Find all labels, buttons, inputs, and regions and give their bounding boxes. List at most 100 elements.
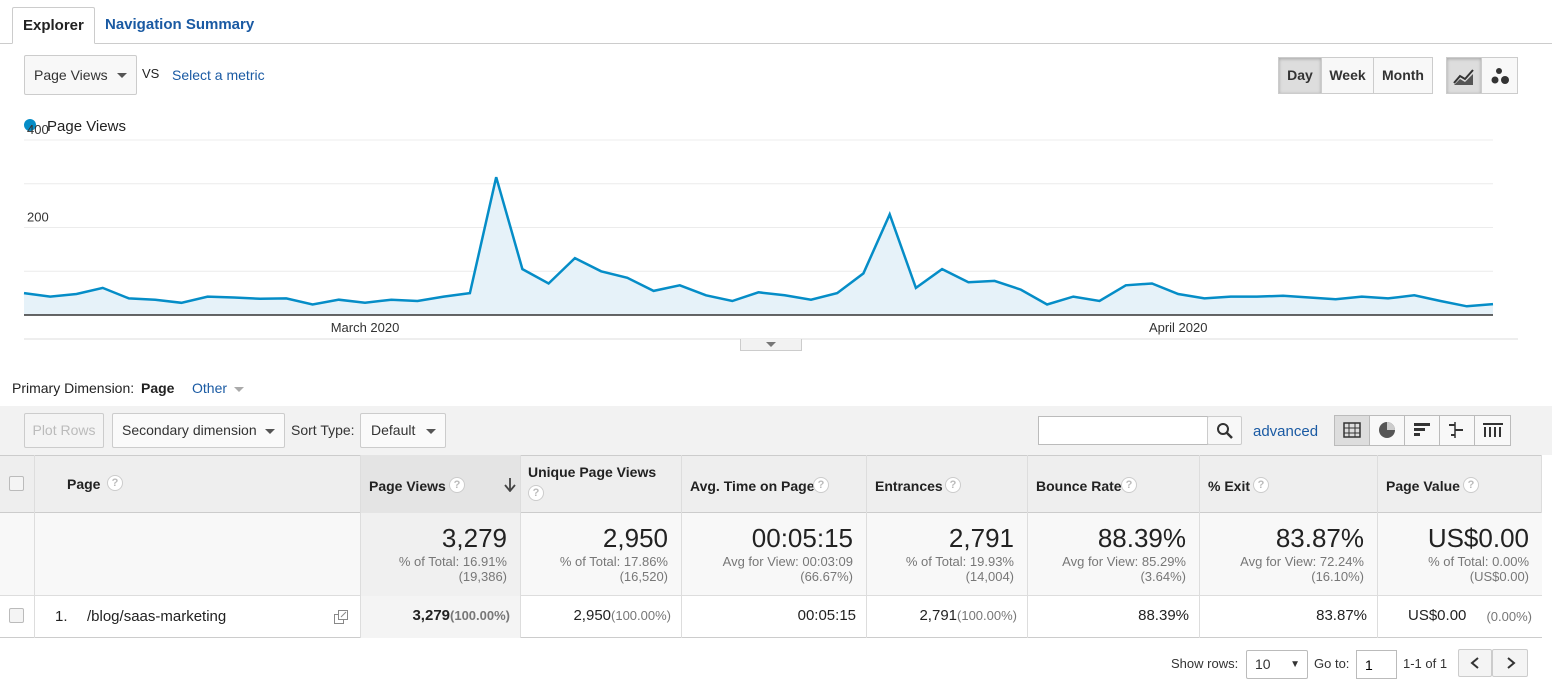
header-bounce-rate[interactable]: Bounce Rate ? bbox=[1028, 455, 1200, 513]
total-value: US$0.00 bbox=[1427, 523, 1529, 553]
header-entrances[interactable]: Entrances ? bbox=[867, 455, 1028, 513]
select-arrow-icon: ▼ bbox=[1290, 659, 1300, 670]
header-value-label: Page Value bbox=[1386, 478, 1460, 494]
primary-dimension-label: Primary Dimension: bbox=[12, 380, 135, 396]
row-checkbox[interactable] bbox=[9, 608, 24, 623]
totals-spacer bbox=[35, 513, 361, 596]
total-abs: (19,386) bbox=[458, 569, 507, 584]
series-line bbox=[23, 176, 1494, 308]
header-page[interactable]: Page ? bbox=[35, 455, 361, 513]
select-all-checkbox[interactable] bbox=[9, 476, 24, 491]
row-exit-value: 83.87% bbox=[1316, 607, 1367, 624]
dimension-page[interactable]: Page bbox=[141, 380, 175, 396]
prev-page-button[interactable] bbox=[1458, 649, 1492, 677]
row-checkbox-cell bbox=[0, 596, 35, 638]
y-tick-label: 200 bbox=[27, 210, 49, 225]
chevron-right-icon bbox=[1507, 657, 1516, 669]
comparison-view-button[interactable] bbox=[1440, 416, 1475, 445]
week-button[interactable]: Week bbox=[1321, 57, 1374, 94]
row-value-pct: (0.00%) bbox=[1486, 609, 1532, 624]
line-chart-icon bbox=[1453, 69, 1474, 85]
day-button[interactable]: Day bbox=[1278, 57, 1322, 94]
show-rows-value: 10 bbox=[1255, 656, 1271, 672]
header-page-value[interactable]: Page Value ? bbox=[1378, 455, 1542, 513]
help-icon[interactable]: ? bbox=[1121, 477, 1137, 493]
row-page-value: US$0.00 (0.00%) bbox=[1378, 596, 1542, 638]
go-to-label: Go to: bbox=[1314, 656, 1350, 671]
total-value: 3,279 bbox=[441, 523, 507, 553]
total-pct: % of Total: 0.00% bbox=[1428, 554, 1529, 569]
total-abs: (16,520) bbox=[619, 569, 668, 584]
show-rows-label: Show rows: bbox=[1171, 656, 1239, 671]
help-icon[interactable]: ? bbox=[528, 485, 544, 501]
help-icon[interactable]: ? bbox=[945, 477, 961, 493]
header-exit[interactable]: % Exit ? bbox=[1200, 455, 1378, 513]
tab-bar: Explorer Navigation Summary bbox=[0, 0, 1552, 44]
chart-resize-handle[interactable] bbox=[740, 339, 802, 351]
row-unique-pct: (100.00%) bbox=[611, 608, 671, 623]
total-pct: % of Total: 17.86% bbox=[559, 554, 668, 569]
bar-view-button[interactable] bbox=[1405, 416, 1440, 445]
row-exit: 83.87% bbox=[1200, 596, 1378, 638]
help-icon[interactable]: ? bbox=[107, 475, 123, 491]
metric-dropdown[interactable]: Page Views bbox=[24, 55, 137, 95]
go-to-input[interactable] bbox=[1356, 650, 1397, 679]
plot-rows-button[interactable]: Plot Rows bbox=[24, 413, 104, 448]
row-entrances-value: 2,791 bbox=[919, 607, 958, 624]
page-views-chart: Page Views 400 200 March 2020 April 2020 bbox=[23, 118, 1518, 340]
header-unique-page-views[interactable]: Unique Page Views ? bbox=[521, 455, 682, 513]
table-view-button[interactable] bbox=[1335, 416, 1370, 445]
header-unique-label: Unique Page Views bbox=[528, 464, 657, 480]
motion-chart-toggle[interactable] bbox=[1481, 57, 1518, 94]
search-button[interactable] bbox=[1207, 416, 1242, 445]
total-bounce: 88.39% Avg for View: 85.29% (3.64%) bbox=[1028, 513, 1200, 596]
view-switcher bbox=[1334, 415, 1511, 446]
header-avg-time[interactable]: Avg. Time on Page ? bbox=[682, 455, 867, 513]
comparison-icon bbox=[1449, 422, 1463, 438]
tab-navigation-summary[interactable]: Navigation Summary bbox=[105, 16, 255, 33]
month-button[interactable]: Month bbox=[1373, 57, 1433, 94]
header-page-views-label: Page Views bbox=[369, 478, 446, 494]
total-page-views: 3,279 % of Total: 16.91% (19,386) bbox=[361, 513, 521, 596]
select-metric-link[interactable]: Select a metric bbox=[172, 67, 265, 83]
header-avg-time-label: Avg. Time on Page bbox=[690, 478, 815, 494]
secondary-dimension-dropdown[interactable]: Secondary dimension bbox=[112, 413, 285, 448]
help-icon[interactable]: ? bbox=[813, 477, 829, 493]
pivot-view-button[interactable] bbox=[1475, 416, 1511, 445]
row-value-value: US$0.00 bbox=[1408, 607, 1467, 624]
tab-explorer[interactable]: Explorer bbox=[12, 7, 95, 44]
table-search-input[interactable] bbox=[1038, 416, 1208, 445]
bubble-chart-icon bbox=[1491, 68, 1509, 84]
dimension-other-label: Other bbox=[192, 380, 228, 396]
total-page-value: US$0.00 % of Total: 0.00% (US$0.00) bbox=[1378, 513, 1542, 596]
chevron-down-icon bbox=[233, 386, 244, 392]
row-page-link[interactable]: /blog/saas-marketing bbox=[87, 608, 227, 625]
metric-dropdown-label: Page Views bbox=[34, 67, 108, 83]
advanced-link[interactable]: advanced bbox=[1253, 423, 1319, 440]
help-icon[interactable]: ? bbox=[1463, 477, 1479, 493]
header-checkbox-cell bbox=[0, 455, 35, 513]
totals-spacer bbox=[0, 513, 35, 596]
dimension-other[interactable]: Other bbox=[192, 380, 244, 396]
pie-view-button[interactable] bbox=[1370, 416, 1405, 445]
next-page-button[interactable] bbox=[1492, 649, 1528, 677]
row-entrances-pct: (100.00%) bbox=[957, 608, 1017, 623]
show-rows-select[interactable]: 10 ▼ bbox=[1246, 650, 1308, 679]
chevron-down-icon bbox=[265, 429, 275, 434]
row-page-cell: 1. /blog/saas-marketing bbox=[35, 596, 361, 638]
header-bounce-label: Bounce Rate bbox=[1036, 478, 1122, 494]
row-entrances: 2,791(100.00%) bbox=[867, 596, 1028, 638]
total-pct: Avg for View: 85.29% bbox=[1062, 554, 1186, 569]
help-icon[interactable]: ? bbox=[449, 477, 465, 493]
total-abs: (US$0.00) bbox=[1469, 569, 1529, 584]
help-icon[interactable]: ? bbox=[1253, 477, 1269, 493]
open-external-icon[interactable] bbox=[334, 610, 348, 624]
header-page-views[interactable]: Page Views ? bbox=[361, 455, 521, 513]
total-entrances: 2,791 % of Total: 19.93% (14,004) bbox=[867, 513, 1028, 596]
line-chart-toggle[interactable] bbox=[1446, 57, 1482, 94]
header-page-label: Page bbox=[67, 476, 101, 492]
sort-type-label: Sort Type: bbox=[291, 422, 355, 438]
row-unique-value: 2,950 bbox=[573, 607, 612, 624]
row-avg-time-value: 00:05:15 bbox=[797, 607, 856, 624]
sort-type-dropdown[interactable]: Default bbox=[360, 413, 446, 448]
